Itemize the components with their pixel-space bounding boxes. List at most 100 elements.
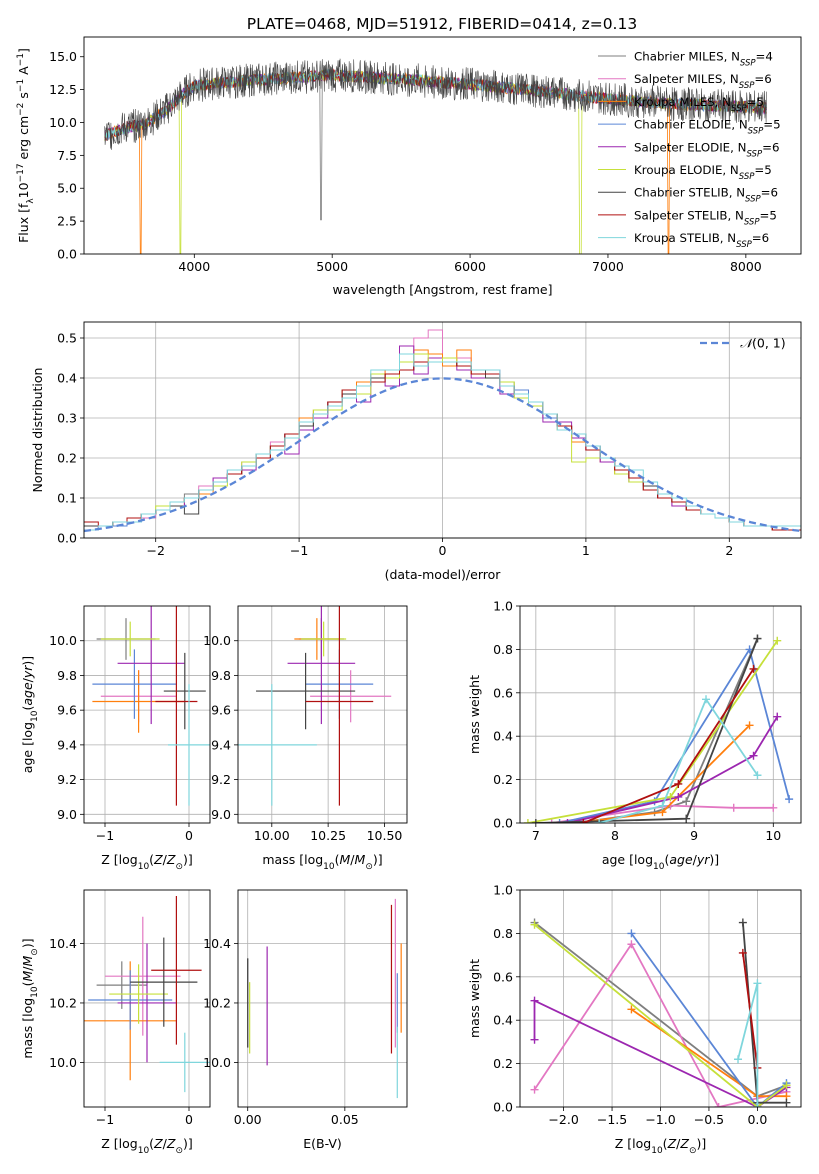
y-axis-label: mass [log10(M/M⊙)] xyxy=(20,938,40,1058)
plus-marker xyxy=(627,929,636,938)
axes-frame xyxy=(519,889,802,1108)
plus-marker xyxy=(749,664,758,673)
plus-marker xyxy=(674,779,683,788)
plus-marker xyxy=(745,645,754,654)
y-tick-label: 0.0 xyxy=(493,1100,513,1115)
y-axis-label: Normed distribution xyxy=(30,368,45,493)
x-tick-label: 10 xyxy=(765,828,781,843)
x-axis-label: age [log10(age/yr)] xyxy=(602,852,719,872)
y-tick-label: 9.4 xyxy=(211,737,231,752)
y-tick-label: 2.5 xyxy=(57,214,77,229)
plus-marker xyxy=(530,920,539,929)
y-tick-label: 0.8 xyxy=(493,642,513,657)
x-axis-label: (data-model)/error xyxy=(385,567,502,582)
legend-entry: Kroupa ELODIE, NSSP=5 xyxy=(634,163,772,182)
plus-marker xyxy=(563,819,572,823)
plus-marker xyxy=(531,819,540,823)
plus-marker xyxy=(682,797,691,806)
spectrum-line xyxy=(104,58,767,150)
x-tick-label: −1 xyxy=(290,543,308,558)
x-tick-label: 6000 xyxy=(454,259,486,274)
y-tick-label: 0.2 xyxy=(493,1056,513,1071)
y-tick-label: 9.0 xyxy=(211,807,231,822)
y-tick-label: 0.6 xyxy=(493,969,513,984)
legend-entry: Chabrier MILES, NSSP=4 xyxy=(634,50,773,69)
axes-frame xyxy=(83,36,802,255)
y-axis-label: mass weight xyxy=(467,675,482,754)
y-tick-label: 10.0 xyxy=(203,1055,231,1070)
plus-marker xyxy=(773,712,782,721)
axes-frame xyxy=(83,889,211,1108)
plus-marker xyxy=(702,695,711,704)
plus-marker xyxy=(753,1103,762,1107)
x-tick-label: 2 xyxy=(725,543,733,558)
plus-marker xyxy=(627,1005,636,1014)
x-axis-label: Z [log10(Z/Z⊙)] xyxy=(615,1136,707,1156)
y-tick-label: 0.0 xyxy=(493,816,513,831)
x-tick-label: 0 xyxy=(185,1112,193,1127)
age-vs-Z-panel: −1 0 9.0 9.2 9.4 9.6 9.8 10.0 age [log10(age/yr)… xyxy=(20,605,211,872)
plus-marker xyxy=(627,940,636,949)
x-tick-label: −2 xyxy=(146,543,164,558)
x-tick-label: 5000 xyxy=(316,259,348,274)
axes-frame xyxy=(83,605,211,824)
y-tick-label: 0.2 xyxy=(493,772,513,787)
y-tick-label: 9.6 xyxy=(57,703,77,718)
y-tick-label: 1.0 xyxy=(493,599,513,614)
plus-marker xyxy=(579,819,588,823)
y-tick-label: 9.2 xyxy=(211,772,231,787)
plus-marker xyxy=(785,795,794,804)
mass-weight-line xyxy=(567,716,779,823)
x-axis-label: Z [log10(Z/Z⊙)] xyxy=(101,852,193,872)
x-tick-label: 0.05 xyxy=(331,1112,359,1127)
x-tick-label: 1 xyxy=(582,543,590,558)
y-tick-label: 7.5 xyxy=(57,148,77,163)
y-axis-label: Flux [fλ10−17 erg cm−2 s−1 A−1] xyxy=(16,48,36,243)
x-axis-label: mass [log10(M/M⊙)] xyxy=(262,852,382,872)
y-tick-label: 9.2 xyxy=(57,772,77,787)
residual-histogram-panel: −2 −1 0 1 2 0.0 0.1 0.2 0.3 0.4 0.5 (data-model)/er… xyxy=(30,321,802,582)
y-tick-label: 0.0 xyxy=(57,531,77,546)
x-tick-label: −1 xyxy=(96,828,114,843)
y-tick-label: 10.2 xyxy=(49,995,77,1010)
plus-marker xyxy=(714,1103,723,1107)
legend-entry: Chabrier ELODIE, NSSP=5 xyxy=(634,118,781,137)
x-tick-label: 0.0 xyxy=(747,1112,767,1127)
y-tick-label: 0.4 xyxy=(493,729,513,744)
y-tick-label: 10.0 xyxy=(49,1055,77,1070)
plus-marker xyxy=(523,819,532,823)
x-axis-label: Z [log10(Z/Z⊙)] xyxy=(101,1136,193,1156)
axes-frame xyxy=(83,321,802,539)
x-tick-label: 7 xyxy=(532,828,540,843)
plus-marker xyxy=(682,814,691,823)
y-tick-label: 9.6 xyxy=(211,703,231,718)
plus-marker xyxy=(734,1055,743,1064)
x-tick-label: 7000 xyxy=(592,259,624,274)
x-tick-label: 10.50 xyxy=(367,828,403,843)
plus-marker xyxy=(674,792,683,801)
x-tick-label: 8 xyxy=(611,828,619,843)
plus-marker xyxy=(555,819,564,823)
y-tick-label: 0.0 xyxy=(57,247,77,262)
mass-weight-line xyxy=(527,640,779,823)
plus-marker xyxy=(782,1081,791,1090)
plus-marker xyxy=(530,1085,539,1094)
plus-marker xyxy=(753,771,762,780)
legend-entry: Salpeter ELODIE, NSSP=6 xyxy=(634,140,779,159)
y-tick-label: 0.4 xyxy=(493,1013,513,1028)
plus-marker xyxy=(753,979,762,988)
y-tick-label: 9.8 xyxy=(211,668,231,683)
x-tick-label: 0 xyxy=(439,543,447,558)
plus-marker xyxy=(658,801,667,810)
axes-frame xyxy=(237,889,408,1108)
y-tick-label: 9.4 xyxy=(57,737,77,752)
y-axis-label: age [log10(age/yr)] xyxy=(20,656,40,773)
plus-marker xyxy=(547,819,556,823)
mass-vs-Z-panel: −1 0 10.0 10.2 10.4 mass [log10(M/M⊙)] Z [log1… xyxy=(20,889,211,1156)
plus-marker xyxy=(530,1035,539,1044)
mass-weight-line xyxy=(533,924,788,1107)
y-tick-label: 0.5 xyxy=(57,331,77,346)
plus-marker xyxy=(753,634,762,643)
figure-title: PLATE=0468, MJD=51912, FIBERID=0414, z=0… xyxy=(247,15,637,33)
